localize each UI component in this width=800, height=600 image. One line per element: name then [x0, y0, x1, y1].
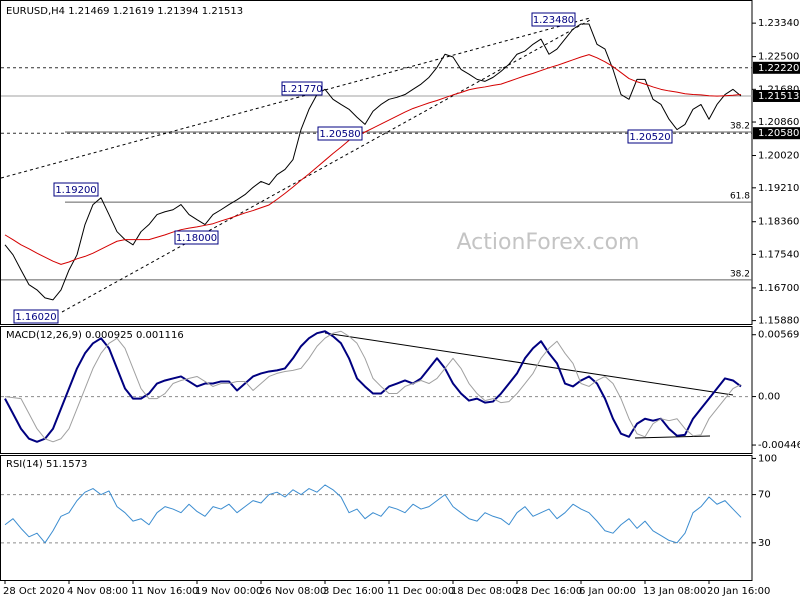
annotation-box — [317, 126, 363, 141]
price-label: 1.22220 — [758, 63, 799, 74]
annotation-box — [174, 230, 219, 245]
annotation: 1.23480 — [533, 15, 574, 26]
fib-label: 38.2 — [730, 269, 750, 279]
y-tick-label: 1.19210 — [758, 183, 799, 194]
watermark: ActionForex.com — [457, 230, 640, 255]
x-tick-label: 20 Jan 16:00 — [707, 586, 770, 597]
panel-frame — [0, 455, 753, 581]
price-label-box — [753, 89, 800, 102]
panel-title: MACD(12,26,9) 0.000925 0.001116 — [6, 330, 184, 341]
y-tick-label: 0.00569 — [758, 330, 799, 341]
x-tick-label: 28 Oct 2020 — [3, 586, 65, 597]
trendline — [634, 435, 711, 439]
x-tick-label: 28 Dec 16:00 — [515, 586, 582, 597]
y-tick-label: -0.00446 — [758, 440, 800, 451]
x-tick-label: 19 Nov 00:00 — [195, 586, 262, 597]
trendline — [324, 332, 734, 396]
y-tick-label: 70 — [758, 490, 771, 501]
annotation: 1.16020 — [15, 312, 56, 323]
annotation-box — [53, 182, 99, 197]
annotation: 1.19200 — [55, 185, 96, 196]
series-line — [4, 330, 742, 443]
x-tick-label: 13 Jan 08:00 — [643, 586, 706, 597]
panel-frame — [0, 326, 753, 454]
x-tick-label: 26 Nov 08:00 — [259, 586, 326, 597]
annotation-box — [627, 129, 673, 144]
annotation-box — [531, 12, 576, 27]
annotation: 1.21770 — [281, 84, 322, 95]
fib-label: 61.8 — [730, 192, 750, 202]
panel-title: EURUSD,H4 1.21469 1.21619 1.21394 1.2151… — [6, 6, 243, 17]
y-tick-label: 1.15880 — [758, 316, 799, 327]
annotation: 1.20520 — [629, 132, 670, 143]
x-tick-label: 11 Nov 16:00 — [131, 586, 198, 597]
series-line — [4, 54, 742, 265]
annotation-box — [13, 309, 59, 324]
y-tick-label: 30 — [758, 538, 771, 549]
y-tick-label: 1.22500 — [758, 52, 799, 63]
panel-title: RSI(14) 51.1573 — [6, 459, 87, 470]
annotation: 1.20580 — [319, 129, 360, 140]
x-tick-label: 11 Dec 00:00 — [387, 586, 454, 597]
x-tick-label: 3 Dec 16:00 — [323, 586, 384, 597]
panel-frame — [0, 0, 753, 325]
y-tick-label: 1.23340 — [758, 18, 799, 29]
y-tick-label: 100 — [758, 453, 777, 464]
price-label: 1.21513 — [758, 91, 799, 102]
y-tick-label: 1.17540 — [758, 249, 799, 260]
annotation: 1.18000 — [176, 233, 217, 244]
y-tick-label: 1.20020 — [758, 151, 799, 162]
price-label-box — [753, 61, 800, 74]
price-label-box — [753, 127, 800, 140]
series-line — [4, 23, 742, 301]
x-tick-label: 6 Jan 00:00 — [579, 586, 636, 597]
series-line — [4, 330, 742, 443]
y-tick-label: 1.21680 — [758, 84, 799, 95]
y-tick-label: 1.16700 — [758, 283, 799, 294]
series-line — [4, 484, 742, 544]
fib-label: 38.2 — [730, 121, 750, 131]
y-tick-label: 1.18360 — [758, 217, 799, 228]
y-tick-label: 1.20860 — [758, 117, 799, 128]
x-tick-label: 4 Nov 08:00 — [67, 586, 128, 597]
y-tick-label: 0.00 — [758, 392, 780, 403]
x-tick-label: 18 Dec 08:00 — [451, 586, 518, 597]
price-label: 1.20580 — [758, 128, 799, 139]
annotation-box — [281, 81, 323, 96]
trendline — [61, 19, 591, 313]
